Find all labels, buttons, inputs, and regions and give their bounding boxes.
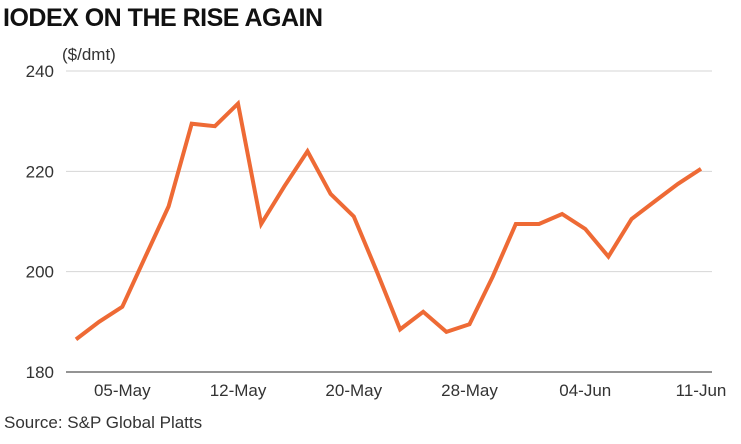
chart-title: IODEX ON THE RISE AGAIN (3, 4, 323, 32)
x-tick-label: 04-Jun (559, 381, 611, 400)
source-note: Source: S&P Global Platts (4, 413, 203, 432)
series-group (74, 99, 703, 341)
iodex-series-line (74, 99, 703, 341)
x-axis-ticks: 05-May 12-May 20-May 28-May 04-Jun 11-Jun (94, 381, 726, 400)
y-tick-label: 240 (26, 62, 54, 81)
x-tick-label: 28-May (441, 381, 498, 400)
x-tick-label: 12-May (210, 381, 267, 400)
y-axis-unit-label: ($/dmt) (62, 45, 116, 64)
y-axis-ticks: 180 200 220 240 (26, 62, 54, 382)
x-tick-label: 20-May (325, 381, 382, 400)
x-tick-label: 11-Jun (676, 381, 727, 400)
gridlines (66, 70, 712, 373)
y-tick-label: 200 (26, 263, 54, 282)
y-tick-label: 220 (26, 162, 54, 181)
y-tick-label: 180 (26, 363, 54, 382)
x-tick-label: 05-May (94, 381, 151, 400)
